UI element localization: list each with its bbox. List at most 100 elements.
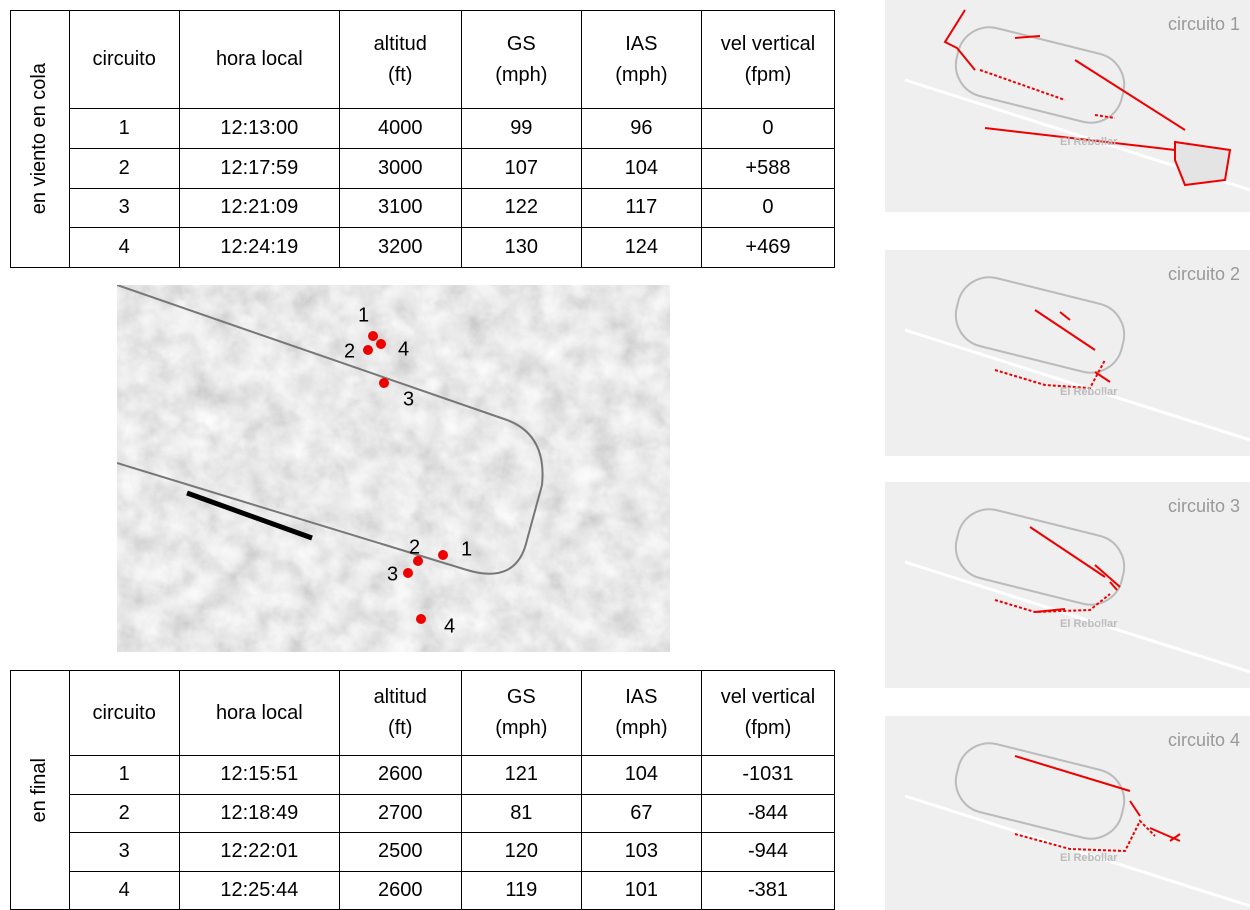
cell: 4	[69, 228, 179, 268]
cell: 2600	[339, 756, 461, 795]
cell: 3	[69, 188, 179, 228]
header-text: (ft)	[340, 713, 461, 744]
cell: +588	[701, 148, 834, 188]
point-label: 4	[444, 615, 455, 637]
cell: 103	[581, 833, 701, 872]
point-label: 3	[403, 388, 414, 410]
header-text: IAS	[582, 29, 701, 60]
circuit-panel: circuito 2 El Rebollar	[885, 250, 1250, 456]
side-label: en final	[11, 671, 70, 910]
track	[1030, 527, 1120, 590]
track	[1035, 310, 1095, 350]
cell: 101	[581, 871, 701, 910]
circuit-panel: circuito 3 El Rebollar	[885, 482, 1250, 688]
cell: 2500	[339, 833, 461, 872]
road	[905, 562, 1250, 672]
cell: 12:22:01	[179, 833, 339, 872]
place-label: El Rebollar	[1060, 852, 1118, 864]
side-text: en viento en cola	[28, 63, 51, 214]
cell: 12:18:49	[179, 794, 339, 833]
cell: 3	[69, 833, 179, 872]
cell: 96	[581, 109, 701, 149]
cell: 99	[461, 109, 581, 149]
header-text: IAS	[582, 682, 701, 713]
cell: -381	[701, 871, 834, 910]
header-cell: altitud(ft)	[339, 671, 461, 756]
cell: 12:24:19	[179, 228, 339, 268]
cell: 117	[581, 188, 701, 228]
cell: 4000	[339, 109, 461, 149]
cell: 12:17:59	[179, 148, 339, 188]
cell: 121	[461, 756, 581, 795]
cell: -1031	[701, 756, 834, 795]
photo	[117, 285, 670, 652]
point-label: 4	[398, 338, 409, 360]
header-text: (mph)	[582, 713, 701, 744]
cell: 104	[581, 756, 701, 795]
track	[1175, 142, 1230, 185]
point-label: 1	[461, 538, 472, 560]
header-cell: IAS(mph)	[581, 11, 701, 109]
point-label: 1	[358, 304, 369, 326]
cell: 4	[69, 871, 179, 910]
header-cell: GS(mph)	[461, 671, 581, 756]
header-cell: circuito	[69, 671, 179, 756]
point	[376, 339, 386, 349]
place-label: El Rebollar	[1060, 386, 1118, 398]
panel-title: circuito 1	[1168, 14, 1240, 34]
cell: 120	[461, 833, 581, 872]
header-text: circuito	[70, 698, 179, 729]
cell: 3200	[339, 228, 461, 268]
cell: 2	[69, 794, 179, 833]
header-text: (fpm)	[702, 60, 834, 91]
place-label: El Rebollar	[1060, 618, 1118, 630]
cell: 1	[69, 109, 179, 149]
cell: 67	[581, 794, 701, 833]
header-text: hora local	[180, 44, 339, 75]
header-text: (mph)	[462, 713, 581, 744]
pattern	[949, 736, 1131, 845]
header-cell: GS(mph)	[461, 11, 581, 109]
header-text: altitud	[340, 29, 461, 60]
circuit-panel: circuito 4 El Rebollar	[885, 716, 1250, 910]
panel-title: circuito 3	[1168, 496, 1240, 516]
road	[905, 796, 1250, 906]
header-text: GS	[462, 682, 581, 713]
point	[416, 614, 426, 624]
point	[363, 345, 373, 355]
track	[1095, 372, 1110, 382]
panel-title: circuito 2	[1168, 264, 1240, 284]
header-text: hora local	[180, 698, 339, 729]
cell: 1	[69, 756, 179, 795]
point	[379, 378, 389, 388]
point-label: 2	[409, 536, 420, 558]
cell: 119	[461, 871, 581, 910]
track	[945, 10, 975, 70]
cell: 0	[701, 188, 834, 228]
cell: 104	[581, 148, 701, 188]
point	[403, 568, 413, 578]
page: en viento en colacircuitohora localaltit…	[0, 0, 1250, 910]
cell: 81	[461, 794, 581, 833]
cell: -944	[701, 833, 834, 872]
cell: 12:13:00	[179, 109, 339, 149]
header-text: circuito	[70, 44, 179, 75]
cell: +469	[701, 228, 834, 268]
panel-title: circuito 4	[1168, 730, 1240, 750]
cell: 12:25:44	[179, 871, 339, 910]
cell: 3000	[339, 148, 461, 188]
pattern	[949, 502, 1131, 611]
point	[438, 550, 448, 560]
header-cell: hora local	[179, 671, 339, 756]
cell: 2700	[339, 794, 461, 833]
header-cell: vel vertical(fpm)	[701, 11, 834, 109]
side-text: en final	[28, 758, 51, 823]
cell: 130	[461, 228, 581, 268]
